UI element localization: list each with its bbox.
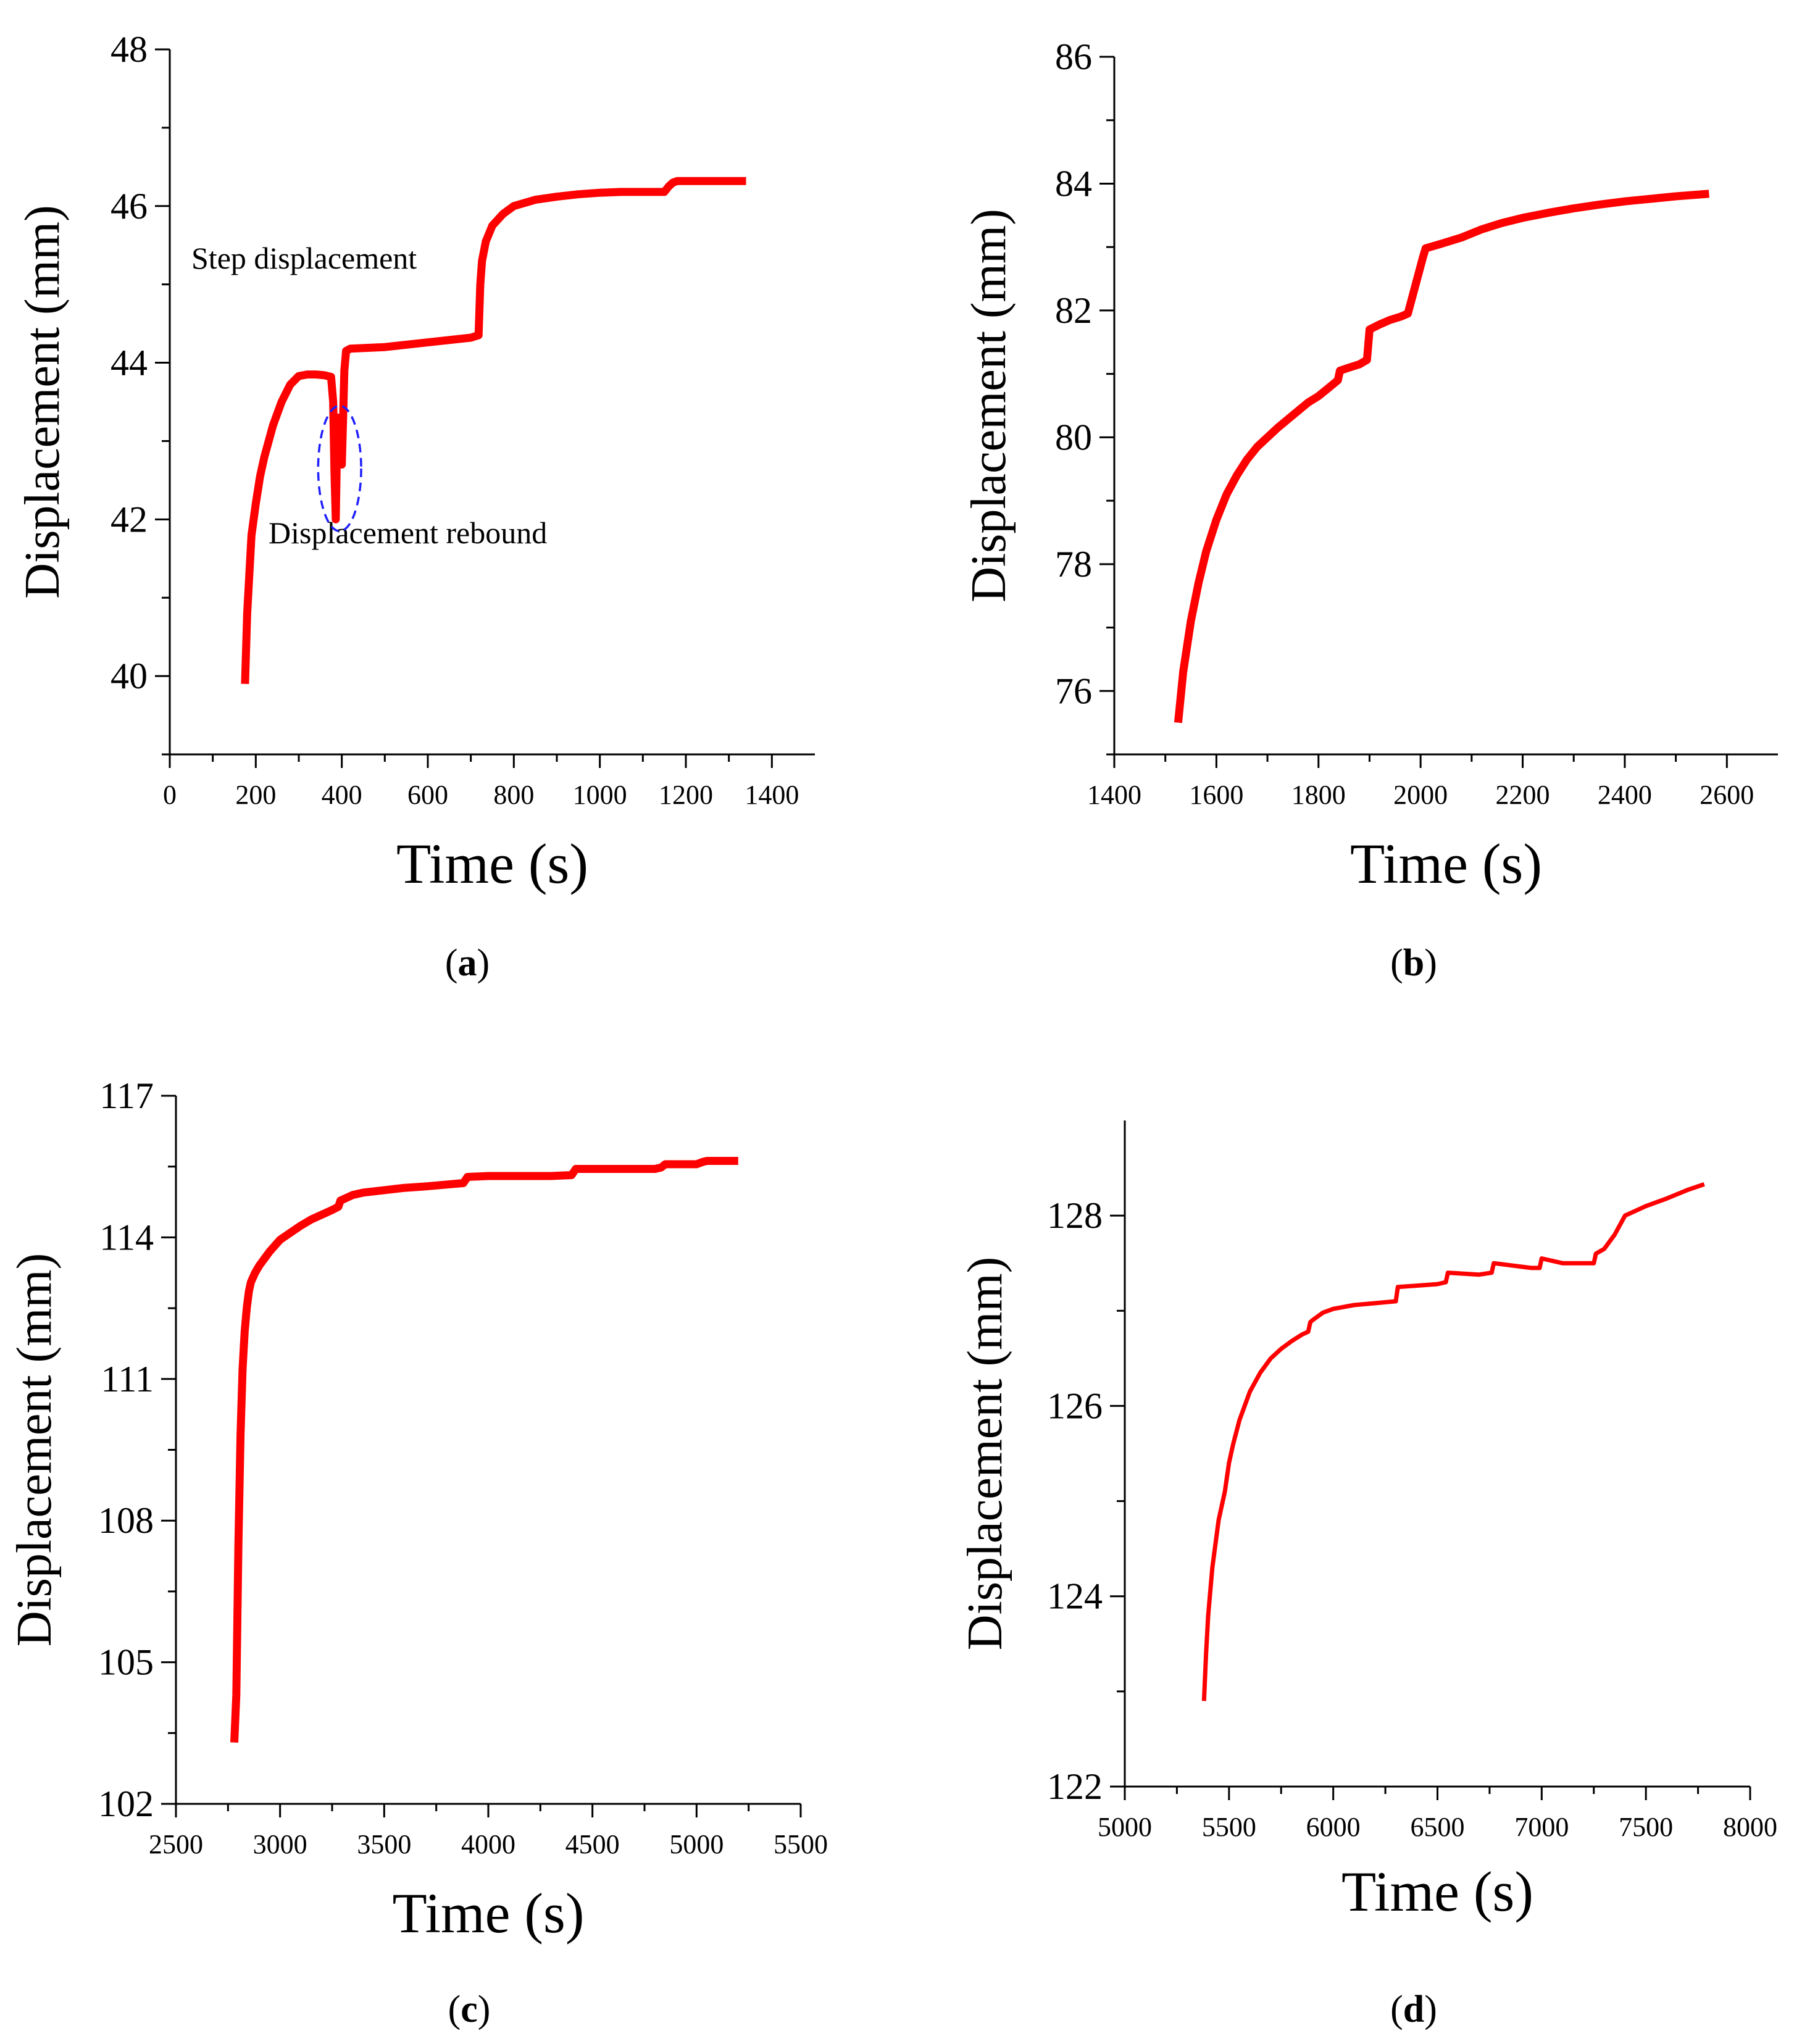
x-tick-label: 1400 [1087, 780, 1141, 810]
x-tick-label: 4500 [565, 1829, 620, 1859]
y-axis-title: Displacement (mm) [7, 1253, 62, 1647]
x-tick-label: 0 [163, 780, 177, 810]
y-tick-label: 128 [1047, 1195, 1103, 1236]
y-axis-title: Displacement (mm) [15, 205, 70, 599]
x-axis-title: Time (s) [1350, 832, 1542, 895]
x-tick-label: 200 [235, 780, 276, 810]
annotation-text: Displacement rebound [269, 515, 547, 550]
y-tick-label: 126 [1047, 1385, 1103, 1426]
x-tick-label: 5500 [1202, 1812, 1256, 1842]
x-tick-label: 5000 [1098, 1812, 1152, 1842]
y-tick-label: 48 [111, 29, 148, 70]
panel-letter: c [461, 1988, 478, 2030]
y-tick-label: 76 [1055, 670, 1092, 711]
chart-panel-c: 2500 3000 3500 4000 4500 5000 5500 102 105 108 111… [7, 1075, 828, 2030]
panel-letter: d [1403, 1988, 1424, 2030]
y-tick-label: 44 [111, 343, 148, 383]
x-tick-label: 2400 [1598, 780, 1652, 810]
panel-label: (a) [445, 942, 490, 984]
y-tick-label: 86 [1055, 36, 1092, 77]
rebound-highlight-circle [317, 404, 362, 533]
x-tick-label: 2500 [149, 1829, 203, 1859]
x-tick-label: 2600 [1700, 780, 1754, 810]
y-tick-label: 80 [1055, 417, 1092, 457]
x-tick-label: 4000 [461, 1829, 515, 1859]
x-tick-label: 800 [493, 780, 534, 810]
x-tick-label: 1600 [1189, 780, 1243, 810]
x-axis-title: Time (s) [1341, 1860, 1533, 1923]
chart-panel-a: 0 200 400 600 800 1000 1200 1400 40 42 44 46 48 Time … [15, 29, 815, 984]
x-tick-label: 600 [407, 780, 448, 810]
chart-panel-d: 5000 5500 6000 6500 7000 7500 8000 122 124 126 128… [958, 1120, 1777, 2030]
y-tick-label: 84 [1055, 163, 1092, 204]
series-line-c-0 [230, 1157, 738, 1743]
x-tick-label: 8000 [1723, 1812, 1777, 1842]
y-tick-label: 102 [98, 1783, 154, 1824]
panel-label: (b) [1390, 942, 1437, 984]
y-tick-label: 46 [111, 186, 148, 227]
series-line-a-0 [241, 177, 746, 684]
x-tick-label: 5000 [669, 1829, 724, 1859]
y-tick-label: 78 [1055, 544, 1092, 585]
x-tick-label: 2000 [1393, 780, 1448, 810]
x-tick-label: 2200 [1496, 780, 1550, 810]
y-tick-label: 40 [111, 656, 148, 696]
x-tick-label: 3000 [253, 1829, 307, 1859]
x-axis-title: Time (s) [393, 1882, 585, 1945]
y-tick-label: 42 [111, 499, 148, 540]
y-tick-label: 82 [1055, 290, 1092, 331]
x-tick-label: 6000 [1306, 1812, 1361, 1842]
y-tick-label: 108 [98, 1500, 154, 1541]
y-tick-label: 105 [98, 1642, 154, 1683]
y-axis-title: Displacement (mm) [958, 1257, 1012, 1651]
x-tick-label: 1000 [573, 780, 627, 810]
x-axis-title: Time (s) [396, 832, 588, 895]
x-tick-label: 7000 [1514, 1812, 1569, 1842]
y-tick-label: 114 [99, 1217, 154, 1258]
panel-letter: a [458, 942, 477, 984]
y-axis-title: Displacement (mm) [962, 209, 1016, 603]
x-tick-label: 1800 [1291, 780, 1346, 810]
x-tick-label: 6500 [1411, 1812, 1465, 1842]
y-tick-label: 124 [1047, 1576, 1103, 1617]
panel-label: (c) [448, 1988, 491, 2030]
x-tick-label: 1200 [659, 780, 713, 810]
chart-panel-b: 1400 1600 1800 2000 2200 2400 2600 76 78 80 82 84 86… [962, 36, 1778, 984]
series-line-d-0 [1201, 1182, 1705, 1701]
x-tick-label: 3500 [357, 1829, 411, 1859]
y-tick-label: 122 [1047, 1766, 1103, 1807]
x-tick-label: 5500 [774, 1829, 828, 1859]
y-tick-label: 117 [99, 1075, 154, 1116]
series-line-b-0 [1174, 190, 1709, 724]
y-tick-label: 111 [101, 1359, 154, 1400]
panel-letter: b [1403, 942, 1424, 984]
x-tick-label: 7500 [1619, 1812, 1673, 1842]
panel-label: (d) [1390, 1988, 1437, 2030]
x-tick-label: 400 [322, 780, 362, 810]
x-tick-label: 1400 [745, 780, 799, 810]
annotation-text: Step displacement [191, 241, 417, 275]
